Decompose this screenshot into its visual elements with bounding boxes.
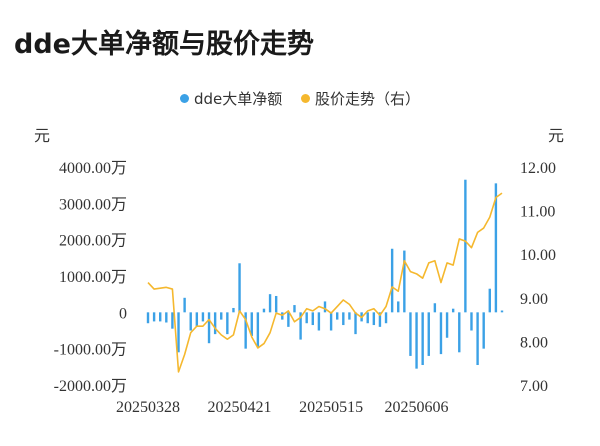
dde-bar[interactable]	[183, 297, 186, 313]
dde-bar[interactable]	[220, 312, 223, 320]
dde-bar[interactable]	[403, 250, 406, 313]
left-y-tick-label: -2000.00万	[54, 378, 127, 395]
price-line	[147, 192, 503, 373]
price-line-path[interactable]	[147, 192, 503, 373]
dde-bars	[146, 179, 504, 369]
dde-bar[interactable]	[348, 312, 351, 320]
dde-bar[interactable]	[366, 312, 369, 324]
dde-bar[interactable]	[476, 312, 479, 366]
dde-bar[interactable]	[165, 312, 168, 323]
dde-bar[interactable]	[287, 312, 290, 327]
right-y-tick-label: 7.00	[520, 378, 548, 395]
left-y-tick-label: 0	[119, 305, 127, 322]
legend-label-dde: dde大单净额	[193, 90, 283, 108]
dde-bar[interactable]	[293, 305, 296, 313]
dde-bar[interactable]	[262, 308, 266, 313]
x-tick-label: 20250328	[116, 399, 180, 416]
left-y-tick-label: 2000.00万	[59, 233, 127, 250]
chart-title: dde大单净额与股价走势	[14, 29, 314, 60]
legend-dot-dde	[179, 94, 189, 103]
dde-bar[interactable]	[329, 312, 333, 331]
dde-bar[interactable]	[390, 248, 394, 313]
dde-bar[interactable]	[323, 301, 327, 313]
dde-bar[interactable]	[433, 303, 437, 313]
right-y-tick-label: 10.00	[520, 247, 556, 264]
legend-label-price: 股价走势（右）	[315, 90, 421, 108]
right-y-tick-label: 9.00	[520, 291, 548, 308]
dde-bar[interactable]	[232, 307, 235, 313]
dde-bar[interactable]	[299, 312, 302, 340]
left-axis-unit: 元	[34, 126, 51, 145]
dde-bar[interactable]	[342, 312, 345, 326]
dde-bar[interactable]	[482, 312, 485, 349]
dde-bar[interactable]	[397, 301, 400, 313]
x-tick-label: 20250421	[208, 399, 272, 416]
dde-bar[interactable]	[409, 312, 412, 356]
dde-bar[interactable]	[177, 312, 180, 353]
left-y-tick-label: 4000.00万	[59, 160, 127, 177]
dde-bar[interactable]	[171, 312, 174, 329]
dde-bar[interactable]	[152, 312, 156, 322]
dde-bar[interactable]	[238, 263, 241, 313]
x-tick-label: 20250515	[299, 399, 363, 416]
dde-bar[interactable]	[451, 308, 455, 313]
dde-bar[interactable]	[494, 183, 498, 313]
dde-bar[interactable]	[244, 312, 247, 349]
x-tick-label: 20250606	[385, 399, 449, 416]
dde-bar[interactable]	[415, 312, 418, 369]
dde-bar[interactable]	[439, 312, 443, 355]
dde-bar[interactable]	[213, 312, 217, 335]
dde-bar[interactable]	[464, 179, 467, 313]
right-y-tick-label: 11.00	[520, 204, 555, 221]
dde-bar[interactable]	[195, 312, 199, 327]
dde-bar[interactable]	[250, 312, 253, 336]
dde-bar[interactable]	[189, 312, 192, 331]
dde-bar[interactable]	[427, 312, 430, 356]
left-y-tick-label: -1000.00万	[54, 342, 127, 359]
dde-bar[interactable]	[311, 312, 314, 326]
right-y-axis: 12.00 11.00 10.00 9.00 8.00 7.00	[520, 160, 556, 395]
dde-bar[interactable]	[372, 312, 376, 326]
dde-bar[interactable]	[378, 312, 382, 327]
legend-item-dde[interactable]: dde大单净额	[179, 88, 283, 109]
right-axis-unit: 元	[548, 126, 565, 145]
dde-bar[interactable]	[421, 312, 424, 366]
legend-item-price[interactable]: 股价走势（右）	[301, 88, 420, 109]
x-axis: 20250328 20250421 20250515 20250606	[116, 399, 449, 416]
dde-bar[interactable]	[445, 312, 449, 338]
dde-bar[interactable]	[207, 312, 211, 344]
legend-dot-price	[301, 94, 311, 103]
left-y-axis: 4000.00万 3000.00万 2000.00万 1000.00万 0 -1000.0…	[54, 160, 127, 395]
right-y-tick-label: 12.00	[520, 160, 556, 177]
left-y-tick-label: 1000.00万	[59, 269, 127, 286]
dde-bar[interactable]	[159, 312, 162, 322]
dde-bar[interactable]	[500, 310, 504, 313]
dde-bar[interactable]	[268, 294, 272, 313]
dde-bar[interactable]	[256, 312, 260, 347]
dde-bar[interactable]	[384, 312, 388, 324]
dde-bar[interactable]	[146, 312, 150, 324]
dde-bar[interactable]	[274, 295, 278, 313]
dde-bar[interactable]	[201, 312, 205, 322]
legend: dde大单净额 股价走势（右）	[0, 88, 600, 109]
dde-bar[interactable]	[458, 312, 461, 353]
dde-bar[interactable]	[336, 312, 339, 320]
right-y-tick-label: 8.00	[520, 334, 548, 351]
dde-bar[interactable]	[354, 312, 357, 335]
left-y-tick-label: 3000.00万	[59, 196, 127, 213]
dde-bar[interactable]	[488, 288, 491, 313]
dde-bar[interactable]	[305, 312, 308, 324]
dde-bar[interactable]	[470, 312, 473, 331]
dde-bar[interactable]	[317, 312, 321, 331]
dde-bar[interactable]	[226, 312, 229, 335]
